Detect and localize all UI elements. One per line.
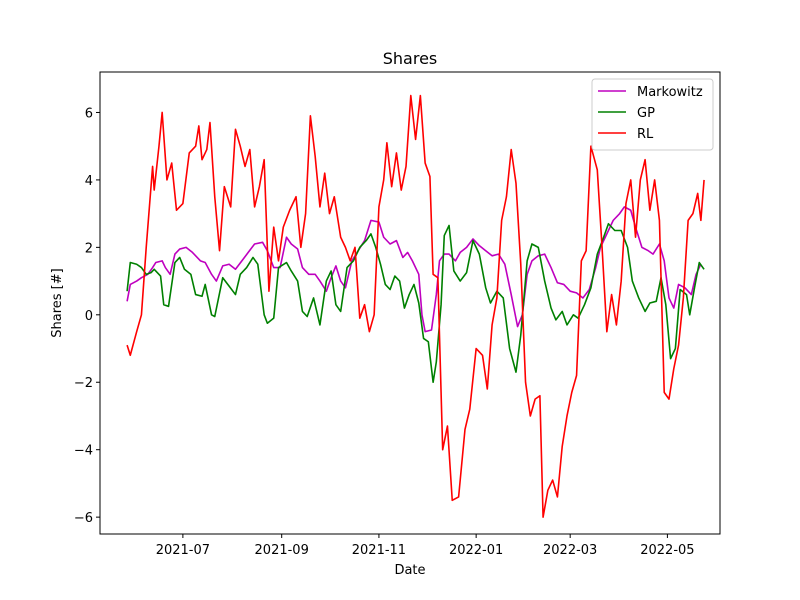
legend-label-rl: RL [637, 127, 654, 142]
x-axis: 2021-07 2021-09 2021-11 2022-01 2022-03 2022-… [156, 534, 695, 558]
legend-label-markowitz: Markowitz [637, 85, 703, 100]
x-tick-label: 2022-01 [449, 543, 503, 558]
x-axis-title: Date [394, 563, 425, 578]
y-axis: −6 −4 −2 0 2 4 6 [74, 106, 100, 526]
legend-label-gp: GP [637, 106, 655, 121]
y-tick-label: −4 [74, 444, 93, 459]
y-tick-label: −6 [74, 511, 93, 526]
x-tick-label: 2021-09 [255, 543, 309, 558]
y-tick-label: −2 [74, 376, 93, 391]
series-line-markowitz [126, 206, 702, 333]
series-layer [126, 94, 705, 518]
chart-title: Shares [383, 49, 438, 68]
y-tick-label: 2 [85, 241, 93, 256]
series-line-rl [126, 94, 705, 518]
x-tick-label: 2021-11 [352, 543, 406, 558]
y-tick-label: 4 [85, 174, 93, 189]
legend: Markowitz GP RL [591, 78, 714, 151]
y-tick-label: 6 [85, 106, 93, 121]
y-axis-title: Shares [#] [50, 268, 65, 337]
plot-frame [99, 71, 721, 535]
x-tick-label: 2022-05 [640, 543, 694, 558]
y-tick-label: 0 [85, 309, 93, 324]
x-tick-label: 2022-03 [543, 543, 597, 558]
series-line-gp [126, 222, 705, 384]
x-tick-label: 2021-07 [156, 543, 210, 558]
